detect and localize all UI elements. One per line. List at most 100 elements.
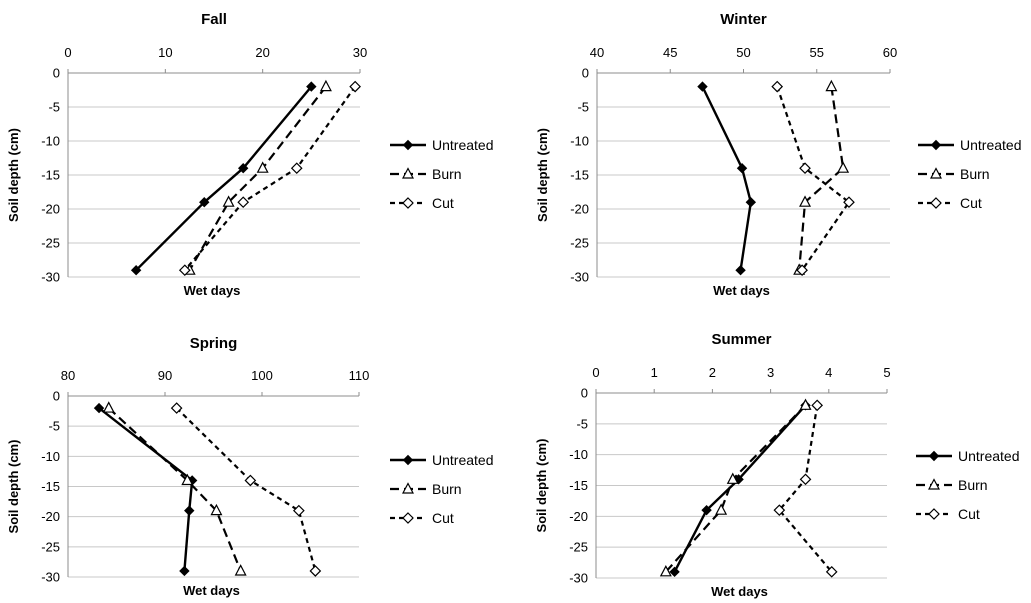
fall-series-cut-point: [237, 196, 250, 209]
winter-legend-burn-label: Burn: [960, 166, 990, 182]
winter-series-untreated-point: [697, 81, 708, 92]
winter-series-cut-line: [776, 86, 851, 271]
winter-series-cut-point: [771, 80, 784, 93]
winter-y-tick-label: -15: [570, 168, 589, 183]
spring-x-tick-label: 110: [349, 368, 370, 383]
winter-legend-cut-label: Cut: [960, 195, 982, 211]
spring-y-tick-label: -10: [41, 449, 60, 464]
spring-y-tick-label: -25: [41, 539, 60, 554]
winter-chart-title: Winter: [720, 11, 767, 28]
spring-series-burn-point: [102, 401, 115, 413]
fall-series-cut-point: [178, 264, 191, 277]
spring-chart-title: Spring: [190, 335, 238, 352]
summer-x-tick-label: 0: [592, 365, 599, 380]
winter-legend-burn-marker: [930, 167, 942, 179]
fall-series-cut-line: [183, 85, 357, 271]
summer-series-burn-line: [665, 404, 807, 573]
spring-legend-untreated-marker: [402, 454, 414, 466]
winter-x-tick-label: 40: [590, 45, 604, 60]
spring-legend-untreated-label: Untreated: [432, 452, 493, 468]
fall-y-tick-label: -25: [41, 236, 60, 251]
winter-y-axis-label: Soil depth (cm): [535, 128, 550, 222]
spring-legend-burn: Burn: [390, 481, 462, 497]
summer-legend-cut: Cut: [916, 506, 980, 522]
summer-legend-burn: Burn: [916, 477, 988, 493]
summer-chart: Summer 0 -5 -10 -15 -20 -25 -30 0 1 2 3 4 5 Wet days So…: [534, 331, 1019, 599]
spring-legend-burn-marker: [402, 482, 414, 494]
spring-series-burn-line: [107, 407, 242, 572]
winter-x-tick-label: 60: [883, 45, 897, 60]
winter-y-tick-label: 0: [582, 66, 589, 81]
winter-series-burn-point: [825, 79, 838, 92]
winter-y-tick-label: -20: [570, 202, 589, 217]
winter-series-burn-point: [799, 195, 812, 207]
fall-series-burn-line: [188, 85, 327, 271]
summer-series-cut-line: [778, 405, 833, 573]
fall-series-burn-point: [319, 79, 332, 92]
winter-legend-cut: Cut: [918, 195, 982, 211]
winter-x-tick-label: 45: [663, 45, 677, 60]
spring-x-axis-label: Wet days: [183, 583, 240, 598]
fall-legend-untreated-marker: [402, 139, 414, 151]
fall-y-tick-label: -5: [48, 100, 60, 115]
fall-x-tick-label: 20: [255, 45, 269, 60]
spring-x-tick-label: 100: [251, 368, 273, 383]
summer-x-tick-label: 2: [709, 365, 716, 380]
spring-x-tick-label: 80: [61, 368, 75, 383]
summer-y-axis-label: Soil depth (cm): [534, 439, 549, 533]
winter-series-burn-point: [837, 161, 850, 173]
fall-legend-burn-label: Burn: [432, 166, 462, 182]
summer-legend-cut-marker: [928, 508, 940, 520]
fall-y-axis-label: Soil depth (cm): [6, 128, 21, 222]
spring-chart: Spring 0 -5 -10 -15 -20 -25 -30 80 90 100 110 Wet da…: [6, 335, 493, 598]
summer-series-cut-point: [773, 504, 786, 517]
spring-series-cut-point: [170, 402, 183, 414]
summer-legend-burn-label: Burn: [958, 477, 988, 493]
spring-legend-cut-label: Cut: [432, 510, 454, 526]
spring-series-untreated-point: [179, 565, 190, 577]
fall-series-untreated-point: [199, 196, 210, 208]
fall-series-untreated-point: [130, 264, 142, 276]
winter-series-cut-point: [799, 162, 811, 175]
spring-series-untreated-point: [93, 402, 105, 414]
summer-series-burn-point: [726, 472, 739, 484]
summer-y-tick-label: -10: [569, 447, 588, 462]
fall-chart-title: Fall: [201, 11, 227, 28]
spring-series-burn-point: [234, 564, 247, 576]
fall-legend-cut-marker: [402, 197, 414, 209]
spring-y-tick-label: 0: [53, 389, 60, 404]
fall-legend-cut-label: Cut: [432, 195, 454, 211]
spring-legend-cut: Cut: [390, 510, 454, 526]
winter-series-untreated-point: [736, 162, 748, 174]
fall-x-axis-label: Wet days: [184, 283, 241, 298]
spring-series-cut-point: [309, 565, 322, 577]
fall-y-tick-label: 0: [53, 66, 60, 81]
fall-series-burn-point: [222, 195, 235, 207]
fall-legend-cut: Cut: [390, 195, 454, 211]
fall-y-tick-label: -10: [41, 134, 60, 149]
fall-series-untreated-point: [306, 81, 317, 92]
spring-y-tick-label: -5: [48, 419, 60, 434]
spring-y-tick-label: -15: [41, 479, 60, 494]
winter-x-tick-label: 50: [736, 45, 750, 60]
fall-y-tick-label: -15: [41, 168, 60, 183]
winter-legend-cut-marker: [930, 197, 942, 209]
fall-legend-burn: Burn: [390, 166, 462, 182]
fall-series-cut-point: [290, 162, 303, 175]
summer-x-tick-label: 4: [825, 365, 832, 380]
summer-series-untreated-line: [673, 404, 807, 573]
winter-legend-untreated-label: Untreated: [960, 137, 1021, 153]
winter-chart: Winter 0 -5 -10 -15 -20 -25 -30 40 45 50 55 60 Wet da…: [535, 11, 1021, 298]
winter-x-tick-label: 55: [810, 45, 824, 60]
summer-series-burn-point: [659, 565, 672, 577]
spring-series-burn-point: [181, 473, 194, 486]
fall-x-tick-label: 10: [158, 45, 172, 60]
spring-series-untreated-point: [184, 505, 195, 516]
spring-series-cut-point: [244, 474, 257, 487]
summer-legend-cut-label: Cut: [958, 506, 980, 522]
summer-legend-burn-marker: [928, 478, 940, 490]
spring-legend-burn-label: Burn: [432, 481, 462, 497]
fall-series-untreated-point: [237, 162, 249, 174]
fall-series-untreated-line: [135, 85, 313, 272]
summer-y-tick-label: -30: [569, 571, 588, 586]
